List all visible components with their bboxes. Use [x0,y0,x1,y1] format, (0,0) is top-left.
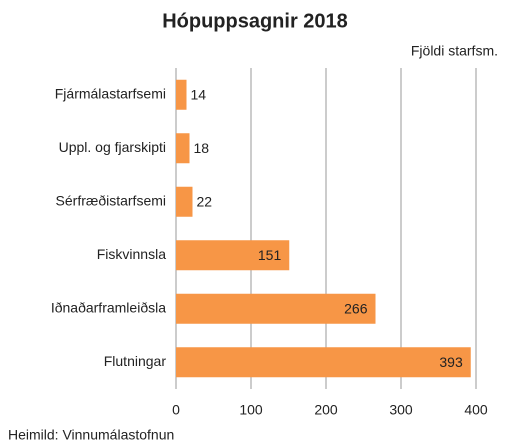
x-tick-label: 0 [172,402,180,418]
y-tick-label: Uppl. og fjarskipti [59,139,166,155]
y-tick-label: Sérfræðistarfsemi [56,192,166,208]
x-tick-label: 200 [314,402,338,418]
data-label: 151 [258,247,282,263]
x-tick-label: 400 [464,402,488,418]
chart-title: Hópuppsagnir 2018 [162,10,348,32]
bar [176,293,376,324]
data-label: 18 [194,140,210,156]
y-tick-label: Fjármálastarfsemi [55,85,166,101]
data-label: 14 [191,86,207,102]
bar [176,79,187,110]
y-tick-label: Iðnaðarframleiðsla [51,299,166,315]
data-label: 22 [197,193,213,209]
data-label: 266 [344,300,368,316]
x-tick-label: 100 [239,402,263,418]
bar [176,347,471,378]
axis-label: Fjöldi starfsm. [411,43,498,59]
bar [176,133,190,164]
bar [176,186,193,217]
y-tick-label: Fiskvinnsla [97,246,166,262]
y-tick-label: Flutningar [104,353,167,369]
bar [176,240,290,271]
x-tick-label: 300 [389,402,413,418]
source: Heimild: Vinnumálastofnun [8,427,174,443]
data-label: 393 [439,354,463,370]
